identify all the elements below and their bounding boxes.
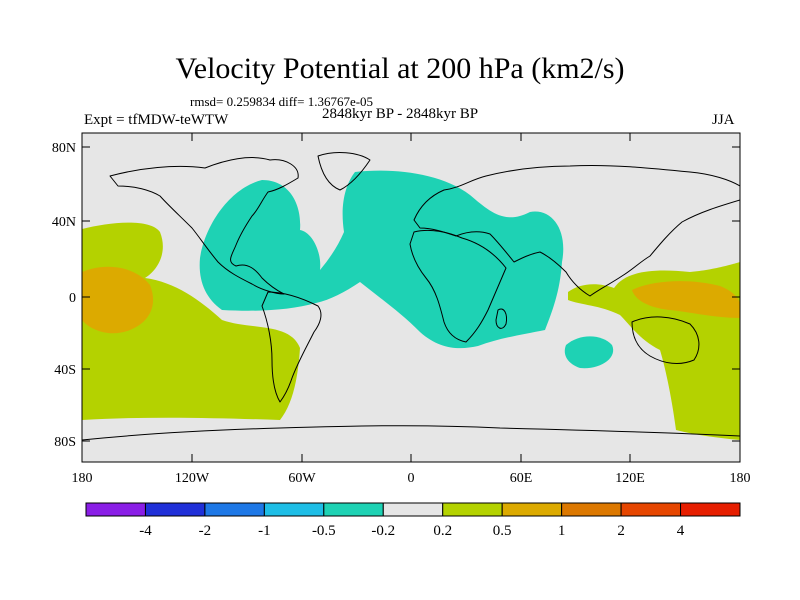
lat-label-0: 0	[69, 291, 76, 306]
colorbar-swatch	[561, 502, 622, 517]
colorbar-swatch	[144, 502, 206, 517]
west-pacific-strong-positive-region	[632, 281, 740, 318]
colorbar-swatch	[382, 502, 444, 517]
lat-label-80n: 80N	[52, 141, 76, 156]
colorbar-label: 1	[558, 523, 566, 539]
colorbar-label: -1	[258, 523, 271, 539]
colorbar-swatch	[204, 502, 265, 517]
lon-label-120w: 120W	[175, 471, 210, 486]
lon-label-60e: 60E	[510, 471, 533, 486]
lon-label-180-east: 180	[730, 471, 751, 486]
coastlines	[82, 152, 740, 441]
colorbar-label: -0.2	[371, 523, 395, 539]
colorbar-label: -2	[199, 523, 212, 539]
experiment-label: Expt = tfMDW-teWTW	[84, 112, 229, 128]
colorbar-swatch	[680, 502, 741, 517]
colorbar-label: -4	[139, 523, 152, 539]
west-pacific-positive-patch	[713, 327, 740, 360]
pacific-positive-region-south	[82, 358, 240, 376]
period-label: 2848kyr BP - 2848kyr BP	[322, 106, 479, 122]
colorbar-label: 2	[617, 523, 625, 539]
lat-label-40s: 40S	[54, 363, 76, 378]
lon-ticks	[191, 133, 631, 462]
colorbar-label: 0.5	[493, 523, 512, 539]
lat-ticks	[82, 146, 740, 442]
lon-label-0: 0	[408, 471, 415, 486]
pacific-strong-positive-region	[82, 266, 154, 334]
indian-ocean-negative-region	[564, 336, 614, 369]
colorbar-label: 4	[677, 523, 685, 539]
lat-label-80s: 80S	[54, 435, 76, 450]
rmsd-diff-stats: rmsd= 0.259834 diff= 1.36767e-05	[190, 94, 374, 109]
season-label: JJA	[712, 112, 735, 128]
colorbar-swatch	[620, 502, 682, 517]
colorbar-swatch	[263, 502, 325, 517]
colorbar-swatch	[323, 502, 384, 517]
colorbar-swatch	[85, 502, 146, 517]
lon-label-180-west: 180	[72, 471, 93, 486]
colorbar: -4 -2 -1 -0.5 -0.2 0.2 0.5 1 2 4	[85, 502, 741, 539]
colorbar-label: 0.2	[433, 523, 452, 539]
map-title: Velocity Potential at 200 hPa (km2/s)	[175, 52, 625, 85]
colorbar-label: -0.5	[312, 523, 336, 539]
lon-label-60w: 60W	[288, 471, 316, 486]
lon-label-120e: 120E	[615, 471, 645, 486]
lat-label-40n: 40N	[52, 215, 76, 230]
colorbar-swatch	[501, 502, 563, 517]
atlantic-negative-region	[199, 170, 564, 349]
colorbar-swatch	[442, 502, 503, 517]
map-field	[82, 133, 740, 462]
